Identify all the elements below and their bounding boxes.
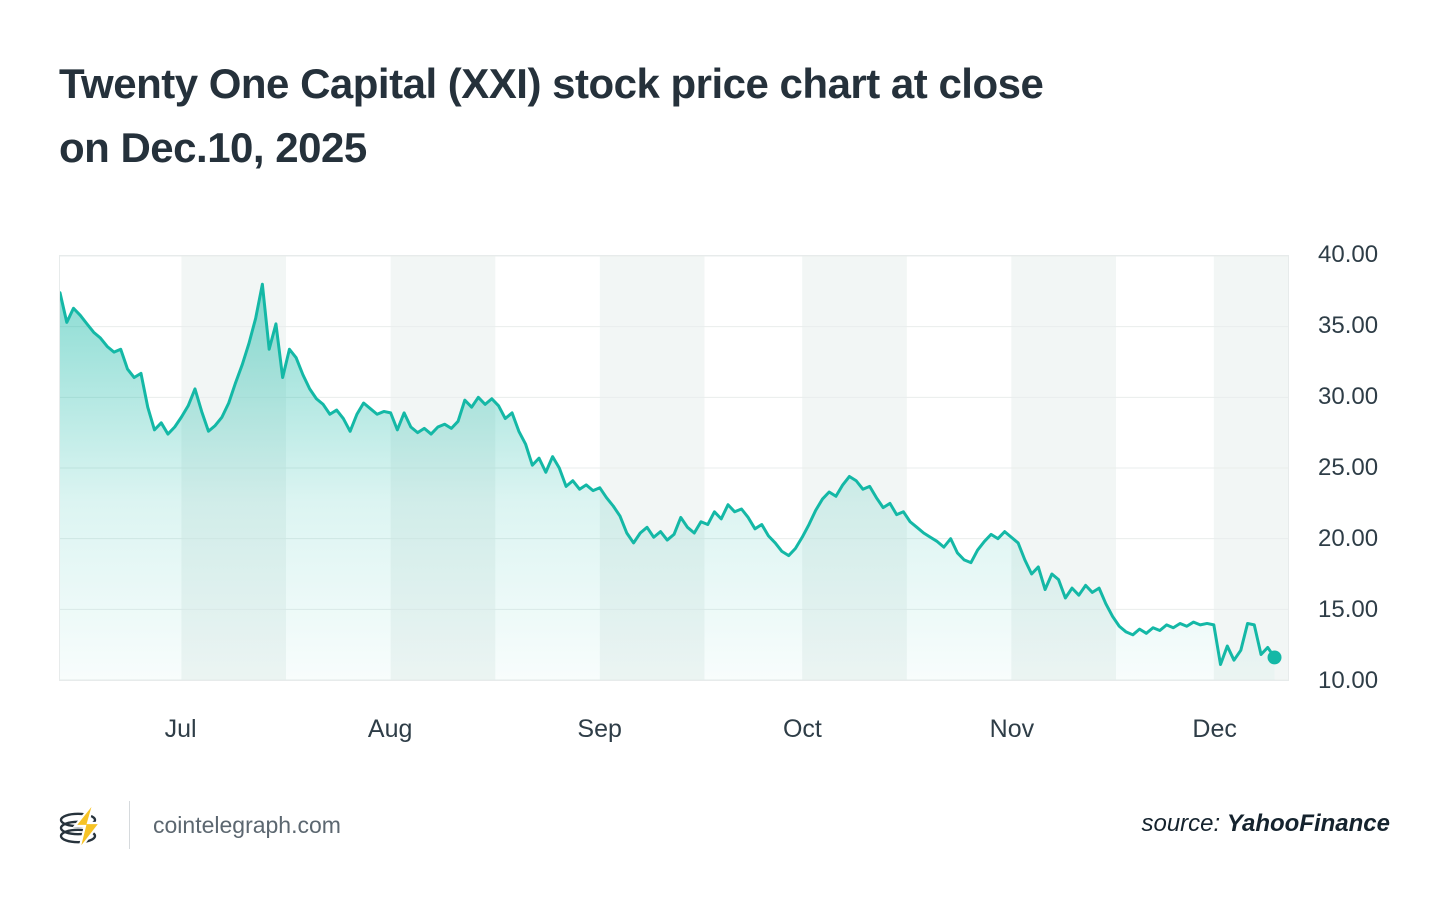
footer-divider <box>129 801 130 849</box>
lightning-bolt-icon <box>72 801 103 851</box>
price-area-fill <box>60 284 1275 680</box>
y-tick-label: 20.00 <box>1318 525 1379 552</box>
y-tick-label: 30.00 <box>1318 383 1379 410</box>
footer-site-text: cointelegraph.com <box>153 812 341 838</box>
x-month-label: Dec <box>1192 715 1237 743</box>
cointelegraph-logo <box>59 801 103 851</box>
x-month-label: Sep <box>577 715 622 743</box>
y-tick-label: 40.00 <box>1318 241 1379 268</box>
y-tick-label: 25.00 <box>1318 454 1379 481</box>
x-month-label: Oct <box>782 715 822 743</box>
price-line <box>60 282 1277 666</box>
x-month-label: Aug <box>367 715 413 743</box>
y-tick-label: 35.00 <box>1318 312 1379 339</box>
title-line-1: Twenty One Capital (XXI) stock price cha… <box>59 60 1044 107</box>
y-tick-label: 10.00 <box>1318 667 1379 694</box>
page-title: Twenty One Capital (XXI) stock price cha… <box>59 52 1044 180</box>
footer-source: source: YahooFinance <box>1141 810 1390 838</box>
last-close-marker <box>1267 650 1282 665</box>
plot-area <box>59 255 1289 681</box>
y-tick-label: 15.00 <box>1318 596 1379 623</box>
source-label: source: <box>1141 810 1221 837</box>
source-name: YahooFinance <box>1226 810 1390 837</box>
stock-price-area-chart <box>60 256 1288 680</box>
title-line-2: on Dec.10, 2025 <box>59 124 367 171</box>
x-month-label: Nov <box>989 715 1035 743</box>
x-month-label: Jul <box>164 715 197 743</box>
